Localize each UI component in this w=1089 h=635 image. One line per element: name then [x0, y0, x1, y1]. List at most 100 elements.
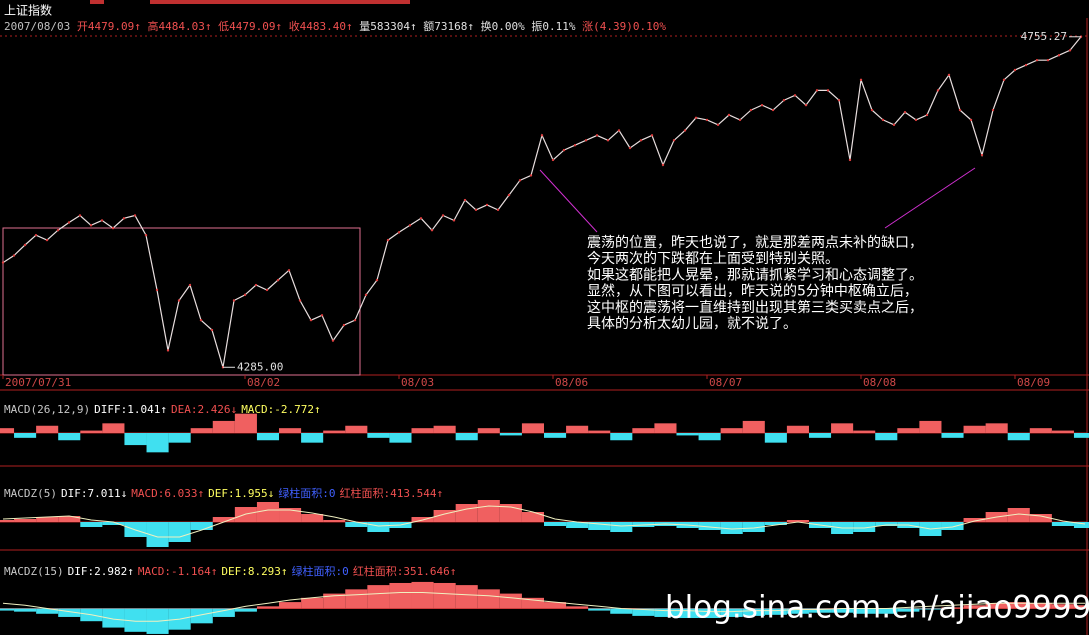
price-point — [826, 89, 830, 92]
histogram-bar — [411, 581, 434, 609]
header-item: 振0.11% — [531, 19, 575, 33]
price-point — [452, 219, 456, 222]
x-tick-label: 08/06 — [555, 376, 588, 389]
price-point — [738, 118, 742, 122]
histogram-bar — [102, 423, 125, 433]
watermark: blog.sina.com.cn/ajiao9999 — [665, 590, 1089, 626]
histogram-bar — [279, 428, 302, 433]
range-box — [2, 227, 361, 376]
histogram-bar — [301, 433, 324, 443]
histogram-bar — [566, 522, 589, 528]
histogram-bar — [588, 522, 611, 530]
histogram-bar — [588, 430, 611, 433]
price-point — [760, 103, 764, 107]
price-point — [804, 103, 808, 107]
histogram-bar — [323, 593, 346, 609]
histogram-bar — [897, 608, 920, 612]
price-point — [265, 288, 269, 292]
price-point — [672, 139, 676, 142]
histogram-bar — [411, 428, 434, 433]
price-point — [496, 208, 500, 212]
header-item: 开4479.09↑ — [77, 20, 141, 33]
annotation: 震荡的位置，昨天也说了，就是那差两点未补的缺口，今天两次的下跌都在上面受到特别关… — [587, 235, 923, 332]
histogram-bar — [720, 608, 743, 617]
price-point — [628, 146, 632, 150]
histogram-bar — [212, 517, 235, 522]
annotation-line: 显然，从下图可以看出，昨天说的5分钟中枢确立后， — [587, 283, 918, 300]
price-point — [342, 323, 346, 327]
histogram-bar — [80, 522, 103, 527]
histogram-bar — [168, 522, 191, 542]
price-point — [1024, 63, 1028, 67]
histogram-bar — [168, 433, 191, 443]
histogram-bar — [389, 433, 412, 443]
price-point — [463, 198, 467, 202]
price-point — [1013, 68, 1017, 72]
histogram-bar — [941, 522, 964, 530]
histogram-bar — [808, 433, 832, 438]
histogram-bar — [212, 420, 235, 433]
price-point — [397, 231, 401, 234]
price-point — [45, 238, 49, 242]
histogram-bar — [146, 433, 169, 453]
title: 上证指数 — [4, 3, 52, 18]
histogram-bar — [1051, 604, 1074, 609]
header-item: 换0.00% — [481, 19, 525, 33]
histogram-bar — [521, 597, 544, 609]
price-point — [298, 299, 302, 302]
histogram-bar — [720, 428, 743, 433]
histogram-bar — [897, 428, 920, 433]
header-item: 2007/08/03 — [4, 20, 70, 33]
histogram-bar — [698, 522, 721, 530]
price-point — [67, 221, 71, 224]
price-point — [122, 217, 126, 220]
price-point — [617, 129, 621, 132]
header-info: 2007/08/03 开4479.09↑ 高4484.03↑ 低4479.09↑… — [4, 19, 666, 33]
price-point — [914, 118, 918, 122]
histogram-bar — [566, 425, 589, 433]
legend-item: DEF:1.955↓ — [208, 487, 274, 500]
histogram-bar — [1073, 522, 1089, 528]
annotation-line: 这中枢的震荡将一直维持到出现其第三类买卖点之后， — [587, 299, 923, 316]
histogram-bar — [256, 606, 280, 609]
price-point — [859, 78, 863, 82]
histogram-bar — [632, 522, 655, 527]
price-point — [881, 118, 885, 122]
header-item: 额73168↑ — [423, 20, 474, 33]
price-point — [903, 110, 907, 114]
legend-item: MACD:6.033↑ — [131, 487, 204, 500]
histogram-bar — [1029, 428, 1052, 433]
histogram-bar — [1051, 430, 1074, 433]
histogram-bar — [190, 428, 213, 433]
x-tick-label: 08/03 — [401, 376, 434, 389]
histogram-bar — [146, 522, 169, 547]
annotation-line: 如果这都能把人晃晕，那就请抓紧学习和心态调整了。 — [587, 266, 923, 283]
histogram-bar — [698, 433, 721, 441]
price-point — [177, 299, 181, 302]
histogram-bar — [301, 597, 324, 609]
histogram-bar — [521, 512, 544, 522]
histogram-bar — [14, 519, 37, 522]
histogram-bar — [499, 433, 522, 436]
histogram-bar — [58, 516, 81, 522]
histogram-bar — [367, 433, 390, 438]
price-point — [584, 139, 588, 142]
price-point — [23, 243, 27, 247]
price-point — [1068, 49, 1072, 52]
histogram-bar — [985, 423, 1008, 433]
legend-item: DIFF:1.041↑ — [94, 403, 167, 416]
x-tick-label: 2007/07/31 — [5, 376, 71, 389]
legend-item: 红柱面积:351.646↑ — [353, 564, 457, 578]
x-tick-label: 08/09 — [1017, 376, 1050, 389]
histogram-bar — [1007, 602, 1030, 609]
histogram-bar — [919, 420, 942, 433]
price-point — [562, 148, 566, 152]
price-point — [925, 113, 929, 117]
histogram-bar — [14, 608, 37, 612]
price-point — [89, 224, 93, 227]
histogram-bar — [102, 608, 125, 628]
price-point — [419, 217, 423, 220]
price-point — [529, 174, 533, 177]
price-point — [1002, 78, 1006, 82]
